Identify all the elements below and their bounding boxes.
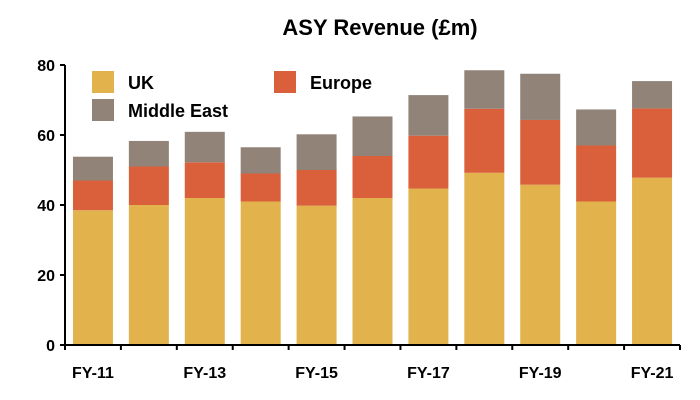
bar-europe-fy-21 (632, 108, 673, 178)
y-tick-label: 40 (37, 198, 55, 215)
bar-uk-fy-20 (576, 201, 617, 345)
bar-europe-fy-11 (72, 180, 113, 211)
x-tick-label: FY-19 (519, 365, 562, 382)
bar-europe-fy-15 (296, 170, 337, 206)
legend-item-europe: Europe (274, 71, 372, 93)
bar-uk-fy-19 (520, 184, 561, 345)
legend-swatch (92, 99, 114, 121)
bar-uk-fy-13 (184, 198, 225, 345)
x-tick-label: FY-17 (407, 365, 450, 382)
bar-uk-fy-16 (352, 198, 393, 345)
bar-europe-fy-13 (184, 162, 225, 198)
bar-uk-fy-14 (240, 201, 281, 345)
y-tick-label: 60 (37, 128, 55, 145)
bar-middle-east-fy-13 (184, 131, 225, 163)
bar-middle-east-fy-14 (240, 147, 281, 174)
chart-title: ASY Revenue (£m) (282, 15, 477, 40)
bar-middle-east-fy-17 (408, 95, 449, 136)
y-tick-label: 20 (37, 268, 55, 285)
legend-swatch (92, 71, 114, 93)
bar-europe-fy-12 (128, 166, 169, 205)
x-tick-label: FY-21 (631, 365, 674, 382)
bar-uk-fy-18 (464, 172, 505, 345)
bar-middle-east-fy-21 (632, 81, 673, 109)
bar-middle-east-fy-12 (128, 140, 169, 167)
x-tick-label: FY-15 (295, 365, 338, 382)
legend-item-uk: UK (92, 71, 154, 93)
bar-uk-fy-21 (632, 177, 673, 345)
bar-uk-fy-15 (296, 205, 337, 345)
bar-uk-fy-12 (128, 205, 169, 345)
bar-europe-fy-17 (408, 135, 449, 189)
bar-uk-fy-17 (408, 188, 449, 345)
legend-label: UK (128, 73, 154, 93)
bar-middle-east-fy-16 (352, 116, 393, 156)
bar-europe-fy-18 (464, 108, 505, 173)
legend-swatch (274, 71, 296, 93)
legend-label: Europe (310, 73, 372, 93)
legend-item-middle-east: Middle East (92, 99, 228, 121)
y-tick-label: 0 (46, 338, 55, 355)
bar-uk-fy-11 (72, 210, 113, 345)
y-tick-label: 80 (37, 58, 55, 75)
bar-middle-east-fy-15 (296, 134, 337, 170)
bar-middle-east-fy-11 (72, 156, 113, 181)
x-tick-label: FY-13 (183, 365, 226, 382)
bar-europe-fy-16 (352, 156, 393, 198)
bar-middle-east-fy-20 (576, 109, 617, 146)
bar-europe-fy-20 (576, 145, 617, 202)
bar-middle-east-fy-18 (464, 70, 505, 109)
legend-label: Middle East (128, 101, 228, 121)
bar-europe-fy-14 (240, 173, 281, 202)
bar-middle-east-fy-19 (520, 73, 561, 120)
plot-area: 0 20 40 60 80 FY-11 FY-13 FY-15 FY-17 FY-19 FY-21 U… (37, 58, 681, 382)
x-tick-label: FY-11 (72, 365, 114, 382)
bar-europe-fy-19 (520, 119, 561, 185)
